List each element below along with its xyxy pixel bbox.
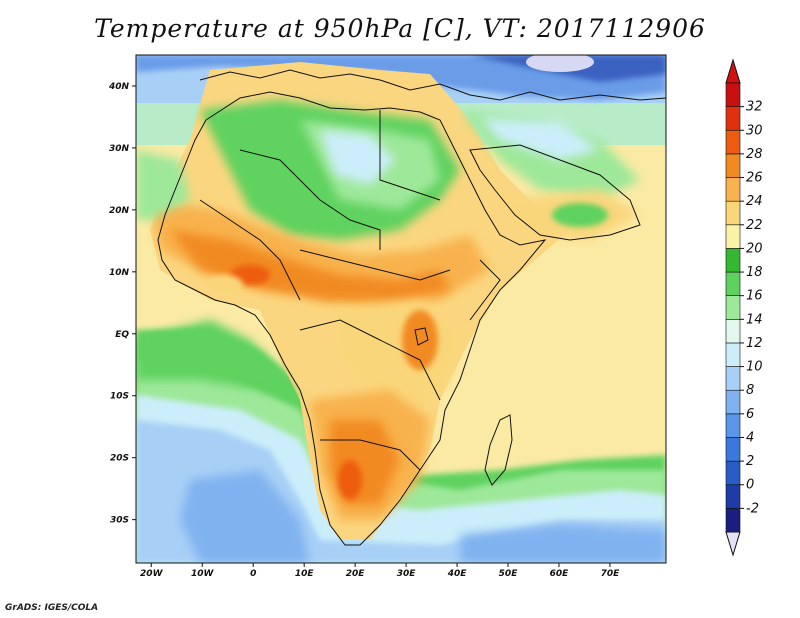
y-tick-label: 30N [109, 144, 130, 154]
colorbar-segment [725, 389, 741, 415]
chart-title: Temperature at 950hPa [C], VT: 201711290… [94, 14, 706, 43]
field-atlantic-green2 [136, 150, 190, 220]
x-tick-label: 10W [191, 569, 215, 579]
coastline-europe [199, 69, 666, 101]
colorbar-segment [725, 460, 741, 486]
colorbar-min-triangle [725, 531, 741, 557]
y-tick-label: 10N [109, 268, 130, 278]
coastline-arabia [469, 144, 641, 241]
colorbar-label: 22 [746, 218, 763, 233]
colorbar-label: 26 [746, 171, 763, 186]
border-sahara [239, 149, 381, 250]
border-central [299, 249, 451, 281]
colorbar-segment [725, 366, 741, 391]
y-tick-label: 10S [110, 392, 129, 402]
colorbar-segment [725, 413, 741, 438]
border-south [320, 439, 421, 471]
plot-frame [135, 54, 667, 564]
map-field [136, 55, 666, 563]
colorbar-segment [725, 82, 741, 107]
field-south-blue2 [460, 525, 666, 563]
colorbar-label: 18 [746, 265, 763, 280]
colorbar-label: 14 [746, 312, 763, 327]
x-tick-label: 30E [397, 569, 417, 579]
y-tick-label: 40N [108, 82, 130, 92]
y-tick-label: 20N [109, 206, 130, 216]
field-atlantic-green [136, 320, 300, 400]
x-tick-label: 20W [140, 569, 164, 579]
x-tick-label: 70E [601, 569, 621, 579]
x-tick-label: 50E [499, 569, 519, 579]
field-westafrica-cool [207, 275, 243, 295]
y-tick-label: EQ [115, 330, 129, 340]
y-axis-ticks: 40N 30N 20N 10N EQ 10S 20S 30S [108, 82, 136, 526]
field-north-lavender [526, 55, 594, 72]
lake-victoria [414, 327, 429, 346]
coastline-madagascar [484, 414, 513, 486]
colorbar-label: 12 [746, 336, 763, 351]
colorbar-segment [725, 106, 741, 131]
grads-credit: GrADS: IGES/COLA [5, 603, 99, 613]
colorbar-segment [725, 248, 741, 273]
colorbar-segment [725, 484, 741, 509]
colorbar-segment [725, 342, 741, 367]
y-tick-label: 30S [110, 516, 129, 526]
x-tick-label: 10E [295, 569, 315, 579]
colorbar-segment [725, 129, 741, 155]
colorbar-segment [725, 437, 741, 462]
colorbar-segment [725, 319, 741, 344]
colorbar-label: 6 [746, 407, 754, 422]
border-somalia [469, 259, 501, 321]
colorbar-label: 28 [746, 147, 763, 162]
colorbar-label: 2 [746, 454, 754, 469]
field-sahara-cyan [320, 130, 395, 185]
colorbar-label: 4 [746, 430, 754, 445]
colorbar-segment [725, 177, 741, 202]
colorbar-label: -2 [746, 501, 759, 516]
colorbar-label: 24 [746, 194, 763, 209]
field-south-blue [180, 470, 310, 563]
border-congo [299, 319, 441, 401]
colorbar-segment [725, 224, 741, 249]
coastline-africa [157, 91, 547, 546]
colorbar-label: 30 [746, 123, 763, 138]
field-namibia-hot [338, 460, 362, 500]
colorbar-label: 0 [746, 478, 754, 493]
colorbar-segment [725, 153, 741, 178]
colorbar-segment [725, 200, 741, 226]
colorbar-segment [725, 271, 741, 296]
x-tick-label: 40E [447, 569, 468, 579]
field-arabia-green-spot [552, 203, 608, 227]
border-westafrica [199, 199, 301, 301]
colorbar-label: 16 [746, 289, 763, 304]
colorbar-label: 20 [746, 241, 763, 256]
colorbar-label: 10 [746, 360, 763, 375]
colorbar-segment [725, 295, 741, 320]
x-axis-ticks: 20W 10W 0 10E 20E 30E 40E 50E 60E 70E [140, 563, 620, 579]
colorbar-max-triangle [725, 58, 741, 84]
colorbar-label: 8 [746, 383, 754, 398]
x-tick-label: 0 [250, 569, 256, 579]
colorbar-segment [725, 508, 741, 533]
colorbar-label: 32 [746, 100, 763, 115]
border-libya-egypt [379, 110, 441, 201]
x-tick-label: 60E [550, 569, 570, 579]
coastlines [157, 69, 666, 546]
x-tick-label: 20E [346, 569, 366, 579]
field-arabia-cyan [480, 118, 600, 160]
y-tick-label: 20S [110, 454, 129, 464]
